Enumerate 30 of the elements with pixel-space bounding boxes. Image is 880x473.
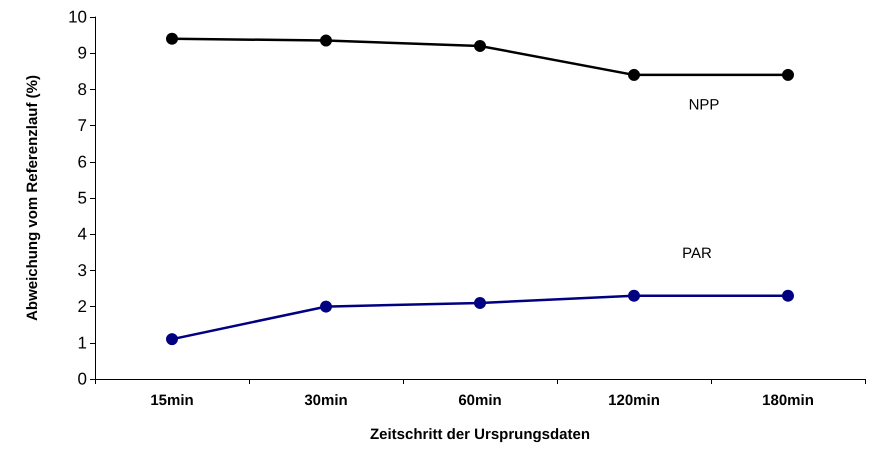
point <box>628 68 640 81</box>
y-tick-label: 2 <box>78 297 87 316</box>
series-label: NPP <box>688 96 720 114</box>
point <box>628 290 640 302</box>
x-tick-label: 15min <box>150 392 194 409</box>
y-tick-label: 10 <box>68 8 87 26</box>
y-tick-label: 4 <box>78 224 87 244</box>
point <box>320 34 332 47</box>
point <box>474 296 486 309</box>
x-tick-label: 30min <box>304 392 348 409</box>
point <box>474 40 486 52</box>
y-tick-label: 9 <box>78 44 87 63</box>
x-axis-title: Zeitschritt der Ursprungsdaten <box>370 426 590 443</box>
text: PAR <box>682 245 712 262</box>
y-tick-label: 1 <box>78 333 87 352</box>
point <box>166 333 178 346</box>
y-tick-label: 0 <box>78 370 87 388</box>
point <box>782 68 794 81</box>
y-tick-label: 7 <box>78 116 87 136</box>
y-tick-label: 8 <box>78 80 87 99</box>
point <box>166 32 178 45</box>
y-tick-label: 3 <box>78 260 87 280</box>
x-tick-label: 60min <box>458 392 502 409</box>
x-tick-label: 180min <box>762 392 814 409</box>
point <box>782 290 794 302</box>
point <box>320 300 332 313</box>
y-axis-title: Abweichung vom Referenzlauf (%) <box>24 75 41 321</box>
y-tick-label: 6 <box>78 152 87 172</box>
y-tick-label: 5 <box>78 188 87 208</box>
x-tick-label: 120min <box>608 392 660 409</box>
